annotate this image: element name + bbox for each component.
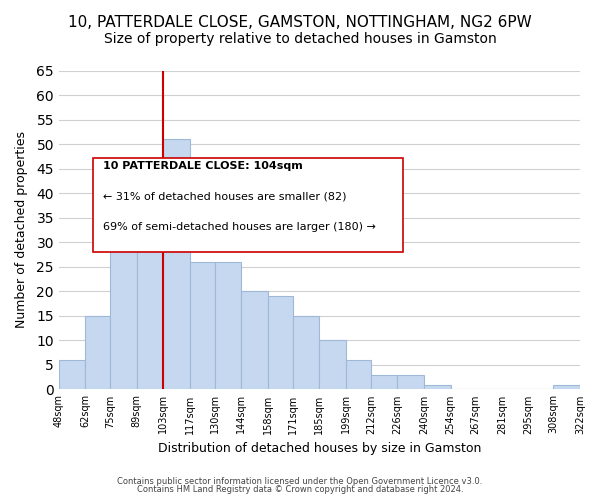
Bar	[293, 316, 319, 390]
Text: 10, PATTERDALE CLOSE, GAMSTON, NOTTINGHAM, NG2 6PW: 10, PATTERDALE CLOSE, GAMSTON, NOTTINGHA…	[68, 15, 532, 30]
Bar	[424, 384, 451, 390]
Bar	[346, 360, 371, 390]
Bar	[241, 292, 268, 390]
Y-axis label: Number of detached properties: Number of detached properties	[15, 132, 28, 328]
Text: Contains public sector information licensed under the Open Government Licence v3: Contains public sector information licen…	[118, 477, 482, 486]
Bar	[215, 262, 241, 390]
Text: 10 PATTERDALE CLOSE: 104sqm: 10 PATTERDALE CLOSE: 104sqm	[103, 162, 303, 172]
X-axis label: Distribution of detached houses by size in Gamston: Distribution of detached houses by size …	[158, 442, 481, 455]
Text: Size of property relative to detached houses in Gamston: Size of property relative to detached ho…	[104, 32, 496, 46]
FancyBboxPatch shape	[92, 158, 403, 252]
Bar	[371, 374, 397, 390]
Bar	[110, 242, 137, 390]
Bar	[553, 384, 580, 390]
Bar	[190, 262, 215, 390]
Bar	[59, 360, 85, 390]
Bar	[319, 340, 346, 390]
Bar	[397, 374, 424, 390]
Text: 69% of semi-detached houses are larger (180) →: 69% of semi-detached houses are larger (…	[103, 222, 376, 232]
Text: ← 31% of detached houses are smaller (82): ← 31% of detached houses are smaller (82…	[103, 192, 347, 202]
Bar	[85, 316, 110, 390]
Text: Contains HM Land Registry data © Crown copyright and database right 2024.: Contains HM Land Registry data © Crown c…	[137, 485, 463, 494]
Bar	[137, 238, 163, 390]
Bar	[163, 139, 190, 390]
Bar	[268, 296, 293, 390]
